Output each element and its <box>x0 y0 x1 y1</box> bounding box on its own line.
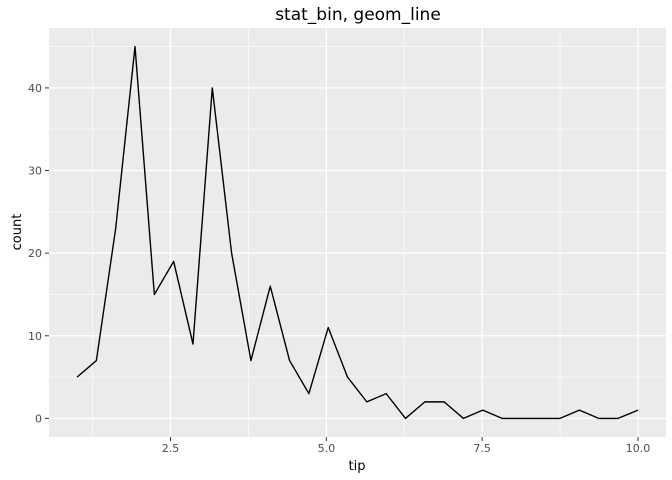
x-tick-label: 7.5 <box>473 442 491 455</box>
x-tick-label: 10.0 <box>626 442 651 455</box>
x-tick-label: 5.0 <box>318 442 336 455</box>
x-axis: 2.5 5.0 7.5 10.0 <box>162 437 650 455</box>
x-axis-title: tip <box>349 459 366 474</box>
y-axis: 0 10 20 30 40 <box>28 82 49 425</box>
series-layer <box>76 45 639 420</box>
minor-gridlines <box>49 28 666 437</box>
x-tick-label: 2.5 <box>162 442 180 455</box>
y-tick-label: 40 <box>28 82 42 95</box>
series-line <box>76 45 639 420</box>
y-tick-label: 10 <box>28 330 42 343</box>
y-tick-label: 0 <box>35 412 42 425</box>
chart-title: stat_bin, geom_line <box>275 5 441 25</box>
major-gridlines <box>49 28 666 437</box>
y-axis-title: count <box>10 214 25 251</box>
y-tick-label: 20 <box>28 247 42 260</box>
y-tick-label: 30 <box>28 165 42 178</box>
plot-panel <box>49 28 666 437</box>
